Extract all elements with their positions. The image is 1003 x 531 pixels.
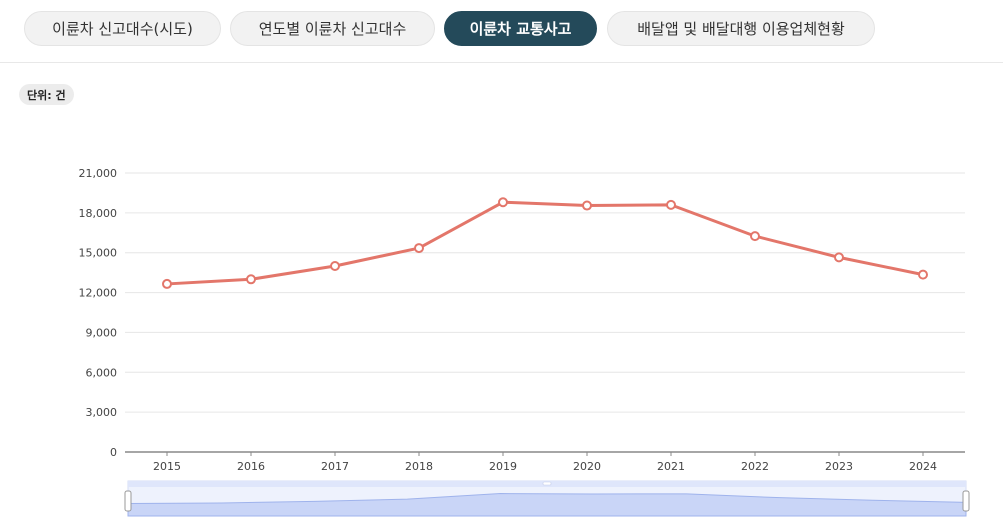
tab-motorcycle-registrations-by-region[interactable]: 이륜차 신고대수(시도) (24, 11, 221, 46)
x-tick-label: 2018 (405, 460, 433, 473)
x-tick-label: 2024 (909, 460, 937, 473)
x-tick-label: 2023 (825, 460, 853, 473)
data-point[interactable] (666, 199, 676, 210)
y-tick-label: 3,000 (86, 406, 118, 419)
data-point[interactable] (414, 243, 424, 254)
tab-label: 연도별 이륜차 신고대수 (258, 20, 407, 38)
x-tick-label: 2016 (237, 460, 265, 473)
x-tick-label: 2021 (657, 460, 685, 473)
y-tick-label: 18,000 (79, 207, 118, 220)
axes: 0 3,000 6,000 9,000 12,000 15,000 18,000 21,000… (79, 167, 965, 473)
x-tick-label: 2020 (573, 460, 601, 473)
data-point[interactable] (246, 274, 256, 285)
data-point[interactable] (582, 200, 592, 211)
y-tick-label: 9,000 (86, 326, 118, 339)
navigator-right-handle[interactable] (962, 490, 970, 512)
y-tick-label: 0 (110, 446, 117, 459)
tab-label: 배달앱 및 배달대행 이용업체현황 (637, 20, 845, 38)
navigator-left-handle[interactable] (124, 490, 132, 512)
tab-bar: 이륜차 신고대수(시도) 연도별 이륜차 신고대수 이륜차 교통사고 배달앱 및… (0, 0, 1003, 63)
navigator-grip[interactable] (542, 481, 552, 486)
y-tick-label: 6,000 (86, 366, 118, 379)
tab-label: 이륜차 신고대수(시도) (52, 20, 193, 38)
x-tick-label: 2017 (321, 460, 349, 473)
data-point[interactable] (834, 252, 844, 263)
y-tick-label: 15,000 (79, 247, 118, 260)
tab-label: 이륜차 교통사고 (469, 20, 572, 38)
data-point[interactable] (918, 269, 928, 280)
x-tick-label: 2019 (489, 460, 517, 473)
chart-navigator[interactable] (124, 480, 970, 517)
grid-lines (125, 172, 965, 413)
tab-motorcycle-accidents[interactable]: 이륜차 교통사고 (444, 11, 597, 46)
x-tick-label: 2015 (153, 460, 181, 473)
data-point[interactable] (498, 197, 508, 208)
x-tick-label: 2022 (741, 460, 769, 473)
tab-delivery-app-status[interactable]: 배달앱 및 배달대행 이용업체현황 (607, 11, 875, 46)
data-point[interactable] (330, 261, 340, 271)
y-tick-label: 21,000 (79, 167, 118, 180)
tab-yearly-motorcycle-registrations[interactable]: 연도별 이륜차 신고대수 (230, 11, 435, 46)
data-point[interactable] (750, 231, 760, 242)
unit-badge: 단위: 건 (19, 84, 74, 105)
y-tick-label: 12,000 (79, 287, 118, 300)
data-point[interactable] (162, 278, 172, 289)
series-line (166, 200, 924, 286)
series-accidents (162, 197, 928, 289)
